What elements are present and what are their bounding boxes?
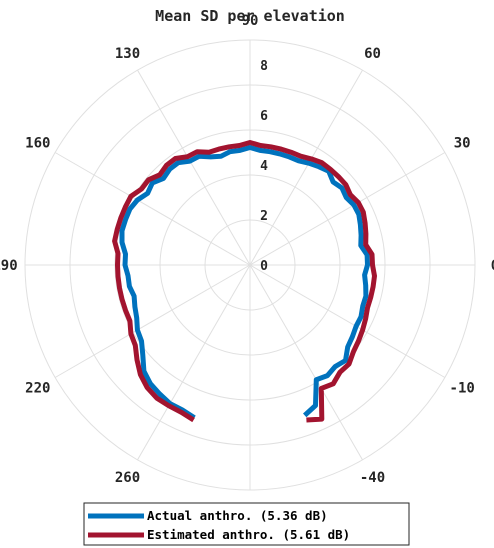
chart-title: Mean SD per elevation — [155, 7, 345, 25]
series-line-0 — [119, 145, 370, 420]
grid-spoke — [249, 152, 446, 266]
grid-spoke — [249, 264, 363, 461]
radial-tick-label: 8 — [260, 59, 268, 74]
angle-tick-label: 90 — [242, 13, 259, 29]
angle-tick-label: -40 — [360, 470, 385, 486]
grid-spoke — [137, 69, 251, 266]
grid-spoke — [54, 264, 251, 378]
grid-spoke — [249, 69, 363, 266]
grid-spoke — [54, 152, 251, 266]
tick-labels: 9060300-10-40-7026022019016013002468 — [0, 13, 494, 519]
angle-tick-label: 190 — [0, 258, 18, 274]
angle-tick-label: 60 — [364, 46, 381, 62]
angle-tick-label: 260 — [115, 470, 140, 486]
legend-label-estimated: Estimated anthro. (5.61 dB) — [147, 527, 350, 542]
grid-spoke — [137, 264, 251, 461]
radial-tick-label: 2 — [260, 209, 268, 224]
angle-tick-label: 220 — [25, 381, 50, 397]
radial-tick-label: 4 — [260, 159, 268, 174]
radial-tick-label: 6 — [260, 109, 268, 124]
angle-tick-label: 160 — [25, 136, 50, 152]
polar-grid — [24, 39, 476, 491]
series-layer — [112, 140, 377, 423]
legend: Actual anthro. (5.36 dB) Estimated anthr… — [83, 502, 410, 546]
angle-tick-label: 0 — [491, 258, 494, 274]
angle-tick-label: -10 — [450, 381, 475, 397]
angle-tick-label: 130 — [115, 46, 140, 62]
grid-spoke — [249, 264, 446, 378]
series-line-1 — [112, 140, 377, 423]
radial-tick-label: 0 — [260, 259, 268, 274]
legend-box — [83, 502, 410, 546]
legend-label-actual: Actual anthro. (5.36 dB) — [147, 508, 328, 523]
angle-tick-label: 30 — [454, 136, 471, 152]
